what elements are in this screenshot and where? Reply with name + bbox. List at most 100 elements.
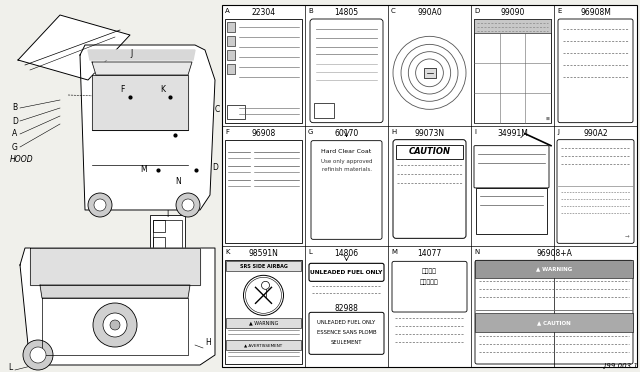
Text: 96908: 96908 <box>252 129 276 138</box>
Text: 96908M: 96908M <box>580 8 611 17</box>
Text: ▲ WARNING: ▲ WARNING <box>249 321 278 326</box>
Bar <box>396 145 463 159</box>
Bar <box>150 215 185 260</box>
Bar <box>226 262 301 271</box>
Bar <box>474 19 551 33</box>
Text: ESSENCE SANS PLOMB: ESSENCE SANS PLOMB <box>317 330 376 335</box>
Text: M: M <box>140 166 147 174</box>
Circle shape <box>182 199 194 211</box>
Bar <box>476 188 547 234</box>
Bar <box>225 260 302 364</box>
Polygon shape <box>18 15 130 80</box>
Text: J: J <box>557 129 559 135</box>
Text: 熱い間、: 熱い間、 <box>422 268 437 274</box>
Text: HOOD: HOOD <box>10 155 34 164</box>
Circle shape <box>103 313 127 337</box>
Bar <box>153 237 165 249</box>
Text: G: G <box>308 129 314 135</box>
Text: 99073N: 99073N <box>415 129 445 138</box>
Circle shape <box>243 275 284 315</box>
Bar <box>474 19 551 123</box>
Circle shape <box>23 340 53 370</box>
Text: J: J <box>130 49 132 58</box>
Text: I: I <box>166 210 168 219</box>
Text: ■: ■ <box>545 117 549 121</box>
Circle shape <box>110 320 120 330</box>
Polygon shape <box>30 248 200 285</box>
Text: 990A2: 990A2 <box>583 129 608 138</box>
Text: D: D <box>474 8 479 14</box>
Bar <box>153 220 165 232</box>
Text: ▲ CAUTION: ▲ CAUTION <box>537 320 571 325</box>
Bar <box>424 68 435 78</box>
Text: D: D <box>12 116 18 125</box>
Text: G: G <box>12 142 18 151</box>
Polygon shape <box>80 45 215 210</box>
Polygon shape <box>92 75 188 130</box>
Polygon shape <box>92 62 192 75</box>
Text: A: A <box>225 8 230 14</box>
Text: L: L <box>8 363 12 372</box>
Text: H: H <box>391 129 396 135</box>
Text: L: L <box>308 249 312 255</box>
Text: 34991M: 34991M <box>497 129 528 138</box>
Text: E: E <box>557 8 561 14</box>
Bar <box>227 22 235 32</box>
Text: B: B <box>12 103 17 112</box>
Text: 98591N: 98591N <box>248 249 278 258</box>
Text: F: F <box>120 86 124 94</box>
Text: K: K <box>160 86 165 94</box>
Text: 14806: 14806 <box>335 249 358 258</box>
Text: E: E <box>164 255 170 264</box>
Bar <box>314 103 335 118</box>
Text: ▲ AVERTISSEMENT: ▲ AVERTISSEMENT <box>244 343 283 347</box>
Text: H: H <box>205 338 211 347</box>
Bar <box>226 318 301 328</box>
Circle shape <box>176 193 200 217</box>
Text: 82988: 82988 <box>335 304 358 313</box>
Bar <box>153 220 182 249</box>
Text: CAUTION: CAUTION <box>408 147 451 156</box>
Text: SRS SIDE AIRBAG: SRS SIDE AIRBAG <box>239 264 287 269</box>
Text: M: M <box>391 249 397 255</box>
Text: 96908+A: 96908+A <box>536 249 572 258</box>
Bar <box>475 260 633 278</box>
Bar <box>225 19 302 123</box>
Text: 60170: 60170 <box>334 129 358 138</box>
Text: →: → <box>625 233 629 238</box>
Bar <box>227 64 235 74</box>
Bar <box>227 36 235 46</box>
Circle shape <box>30 347 46 363</box>
Polygon shape <box>20 248 215 365</box>
Text: 22304: 22304 <box>252 8 276 17</box>
Text: SEULEMENT: SEULEMENT <box>331 340 362 345</box>
Polygon shape <box>42 298 188 355</box>
Text: D: D <box>212 164 218 173</box>
Text: C: C <box>391 8 396 14</box>
Circle shape <box>94 199 106 211</box>
Text: refinish materials.: refinish materials. <box>321 167 371 171</box>
Text: I: I <box>474 129 476 135</box>
Text: K: K <box>225 249 230 255</box>
Bar <box>475 313 633 332</box>
Text: Hard Clear Coat: Hard Clear Coat <box>321 149 372 154</box>
Text: 14077: 14077 <box>417 249 442 258</box>
Text: A: A <box>12 129 17 138</box>
Polygon shape <box>88 50 195 60</box>
Circle shape <box>246 278 282 313</box>
Text: B: B <box>308 8 313 14</box>
Text: F: F <box>225 129 229 135</box>
Bar <box>227 105 245 119</box>
Bar <box>226 340 301 350</box>
Circle shape <box>262 281 269 289</box>
Circle shape <box>93 303 137 347</box>
Text: あけるな。: あけるな。 <box>420 279 439 285</box>
Bar <box>227 50 235 60</box>
Text: ▲ WARNING: ▲ WARNING <box>536 266 572 272</box>
Bar <box>222 5 637 367</box>
Text: N: N <box>175 177 180 186</box>
Text: 990A0: 990A0 <box>417 8 442 17</box>
Text: 14805: 14805 <box>335 8 358 17</box>
Text: 99090: 99090 <box>500 8 525 17</box>
Bar <box>225 140 302 243</box>
